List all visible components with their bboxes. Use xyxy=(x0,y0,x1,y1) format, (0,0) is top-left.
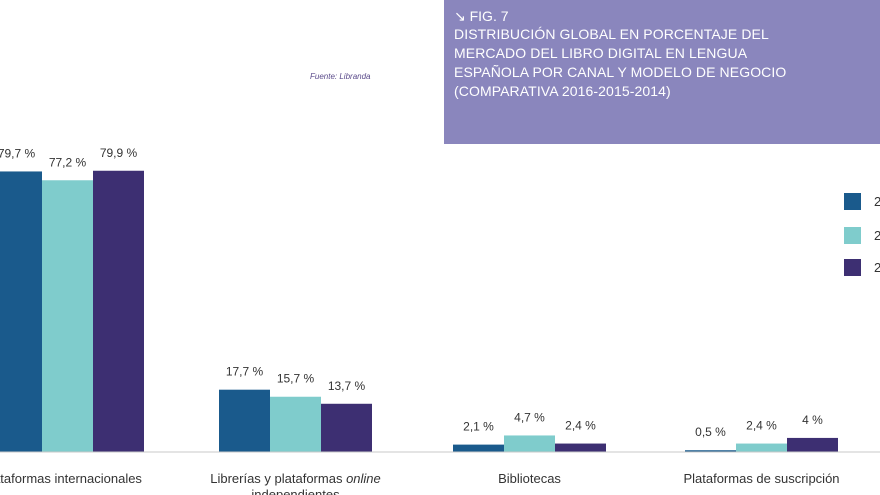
bar-0-0 xyxy=(0,171,42,452)
value-label-0-0: 79,7 % xyxy=(0,146,36,160)
figure-title-line-2: MERCADO DEL LIBRO DIGITAL EN LENGUA xyxy=(454,45,748,61)
bar-3-0 xyxy=(685,450,736,452)
legend: 2 2 2 xyxy=(844,193,880,276)
bar-2-0 xyxy=(453,444,504,452)
figure-title-line-4: (COMPARATIVA 2016-2015-2014) xyxy=(454,83,671,99)
bar-0-1 xyxy=(42,180,93,453)
value-label-1-2: 13,7 % xyxy=(328,379,366,393)
source-note: Fuente: Libranda xyxy=(310,72,371,81)
category-label-2-part-0: Bibliotecas xyxy=(498,471,561,486)
category-label-1-part-0: Librerías y plataformas xyxy=(210,471,346,486)
category-label-3: Plataformas de suscripción xyxy=(683,471,839,486)
bar-3-1 xyxy=(736,443,787,452)
value-label-3-0: 0,5 % xyxy=(695,425,726,439)
value-label-2-1: 4,7 % xyxy=(514,410,545,424)
bar-2-2 xyxy=(555,443,606,452)
category-label-3-part-0: Plataformas de suscripción xyxy=(683,471,839,486)
legend-swatch-0 xyxy=(844,193,861,210)
category-label-0: ataformas internacionales xyxy=(0,471,142,486)
figure-title-line-1: DISTRIBUCIÓN GLOBAL EN PORCENTAJE DEL xyxy=(454,26,769,42)
category-label-2: Bibliotecas xyxy=(498,471,561,486)
value-label-3-2: 4 % xyxy=(802,413,823,427)
category-label-1-part-1: online xyxy=(346,471,381,486)
bar-0-2 xyxy=(93,170,144,452)
legend-label-1: 2 xyxy=(874,228,880,243)
value-label-1-1: 15,7 % xyxy=(277,372,315,386)
value-label-3-1: 2,4 % xyxy=(746,419,777,433)
legend-swatch-2 xyxy=(844,259,861,276)
bar-1-0 xyxy=(219,389,270,452)
legend-label-2: 2 xyxy=(874,260,880,275)
bar-2-1 xyxy=(504,435,555,452)
value-label-0-1: 77,2 % xyxy=(49,155,87,169)
category-label-1: Librerías y plataformas online xyxy=(210,471,381,486)
value-label-0-2: 79,9 % xyxy=(100,146,138,160)
figure-title-line-3: ESPAÑOLA POR CANAL Y MODELO DE NEGOCIO xyxy=(454,64,787,80)
value-label-2-0: 2,1 % xyxy=(463,420,494,434)
figure-title-box: ↘ FIG. 7 DISTRIBUCIÓN GLOBAL EN PORCENTA… xyxy=(444,0,880,144)
bar-1-2 xyxy=(321,403,372,452)
value-label-1-0: 17,7 % xyxy=(226,365,264,379)
figure-number: ↘ FIG. 7 xyxy=(454,8,509,24)
value-labels-layer: 79,7 % 77,2 % 79,9 % 17,7 % 15,7 % 13,7 % 2,1 … xyxy=(0,146,823,439)
legend-label-0: 2 xyxy=(874,194,880,209)
category-label-1-line-2: independientes xyxy=(251,487,340,495)
category-label-0-part-0: ataformas internacionales xyxy=(0,471,142,486)
bars-layer xyxy=(0,170,838,453)
bar-1-1 xyxy=(270,396,321,452)
value-label-2-2: 2,4 % xyxy=(565,419,596,433)
category-labels-layer: ataformas internacionales Librerías y pla… xyxy=(0,471,840,495)
legend-swatch-1 xyxy=(844,227,861,244)
bar-3-2 xyxy=(787,437,838,452)
